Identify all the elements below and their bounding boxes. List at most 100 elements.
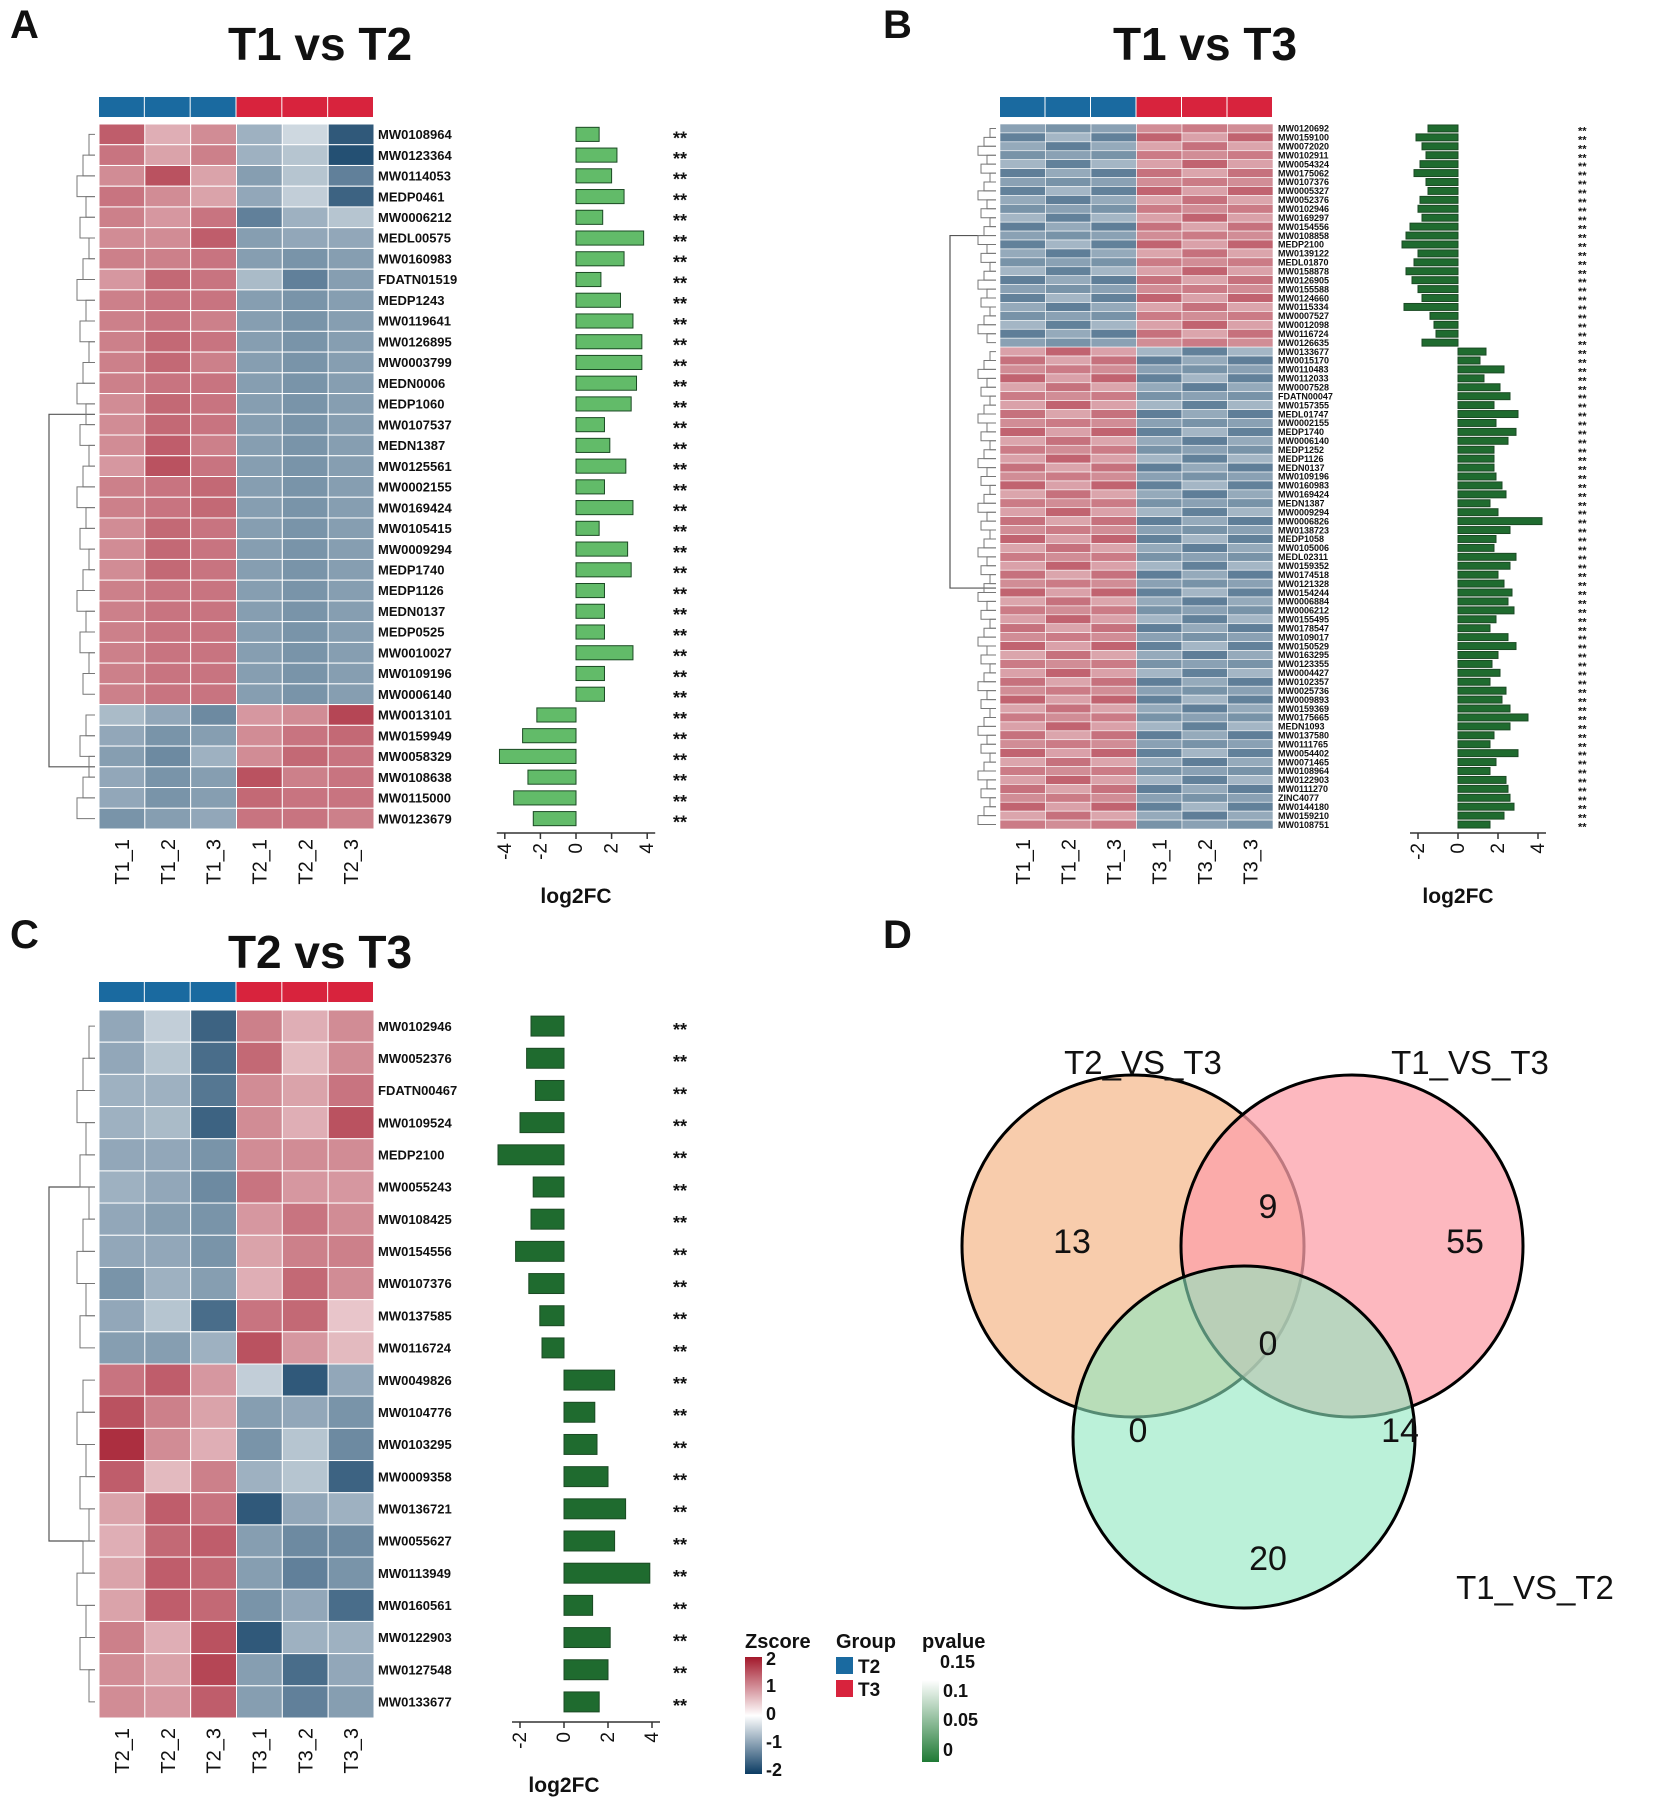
x-tick-label: -4 [495,843,516,860]
dendrogram-branch [76,1572,95,1606]
heatmap-cell [1045,694,1092,705]
log2fc-bar [526,1047,565,1069]
heatmap-cell [999,757,1046,767]
significance-marker: ** [1578,224,1587,236]
log2fc-bar [532,811,577,827]
heatmap-cell [327,351,375,374]
column-label: T2_2 [158,1728,180,1774]
heatmap-cell [1045,757,1092,767]
heatmap-cell [999,507,1046,517]
heatmap-cell [1181,703,1228,714]
heatmap-cell [1227,801,1274,812]
legend-pvalue-tick-01: 0.1 [943,1681,968,1701]
heatmap-cell [1136,712,1183,723]
heatmap-cell [144,807,192,830]
heatmap-cell [1181,623,1228,633]
log2fc-bar [575,645,634,661]
heatmap-cell [144,1653,192,1687]
heatmap-cell [98,268,146,291]
heatmap-cell [1090,632,1137,642]
heatmap-cell [190,289,238,312]
significance-marker: ** [1578,358,1587,370]
row-label: MW0004427 [1278,668,1329,678]
heatmap-cell [144,1041,192,1075]
heatmap-cell [999,810,1046,821]
heatmap-cell [999,150,1046,160]
log2fc-bar [1457,758,1497,767]
heatmap-cell [1227,480,1274,491]
significance-marker: ** [1578,777,1587,789]
heatmap-cell [1136,784,1183,794]
heatmap-cell [1136,275,1183,285]
heatmap-cell [98,807,146,830]
heatmap-cell [281,310,329,332]
heatmap-cell [1090,748,1137,758]
column-label: T2_1 [249,839,271,885]
row-label: MW0144180 [1278,802,1329,812]
heatmap-cell [327,310,375,332]
heatmap-cell [281,268,329,291]
heatmap-cell [98,206,146,229]
heatmap-cell [1181,195,1228,205]
row-label: MW0052376 [378,1051,452,1066]
heatmap-cell [1181,489,1228,500]
dendrogram-branch [977,235,996,245]
heatmap-cell [999,685,1046,696]
heatmap-cell [1136,578,1183,589]
heatmap-cell [190,268,238,291]
heatmap-cell [144,579,192,602]
heatmap-cell [1045,623,1092,633]
row-label: MW0054402 [1278,748,1329,758]
heatmap-cell [1181,123,1228,134]
heatmap-cell [999,694,1046,705]
significance-marker: ** [673,1052,687,1072]
dendrogram-branch [989,217,996,228]
heatmap-cell [144,206,192,229]
heatmap-cell [281,766,329,789]
heatmap-cell [281,1363,329,1397]
log2fc-bar [575,417,605,433]
significance-marker: ** [673,253,687,273]
heatmap-cell [1136,462,1183,473]
heatmap-cell [236,227,283,249]
log2fc-bar [575,147,618,163]
heatmap-cell [98,1170,146,1204]
row-label: MW0010027 [378,645,452,660]
significance-marker: ** [673,232,687,252]
row-label: MW0006884 [1278,597,1329,607]
heatmap-cell [1090,739,1137,749]
heatmap-cell [1045,471,1092,482]
group-bar-cell [1227,97,1272,117]
heatmap-cell [98,351,146,374]
heatmap-cell [190,1427,238,1462]
log2fc-bar [1457,597,1509,606]
significance-marker: ** [673,688,687,708]
significance-marker: ** [1578,643,1587,655]
log2fc-bar [1429,311,1459,320]
heatmap-cell [190,579,238,602]
heatmap-cell [1136,239,1183,250]
heatmap-cell [1045,346,1092,357]
heatmap-cell [1136,534,1183,544]
heatmap-cell [999,543,1046,553]
heatmap-cell [281,517,329,540]
heatmap-cell [1045,311,1092,321]
heatmap-cell [1090,382,1137,393]
log2fc-bar [1425,151,1459,160]
heatmap-cell [190,413,238,436]
dendrogram-branch [986,422,996,433]
heatmap-cell [1136,471,1183,482]
row-label: MW0139122 [1278,249,1329,259]
row-label: MEDN1387 [378,438,445,453]
dendrogram-branch [79,1154,95,1188]
significance-marker: ** [673,543,687,563]
significance-marker: ** [1578,750,1587,762]
row-label: MW0072020 [1278,142,1329,152]
row-label: MW0116724 [1278,329,1329,339]
log2fc-bar [1457,472,1497,481]
heatmap-cell [1136,730,1183,741]
row-label: MEDL01747 [1278,409,1329,419]
heatmap-cell [1090,784,1137,794]
dendrogram-branch [986,690,996,701]
heatmap-cell [236,455,283,478]
